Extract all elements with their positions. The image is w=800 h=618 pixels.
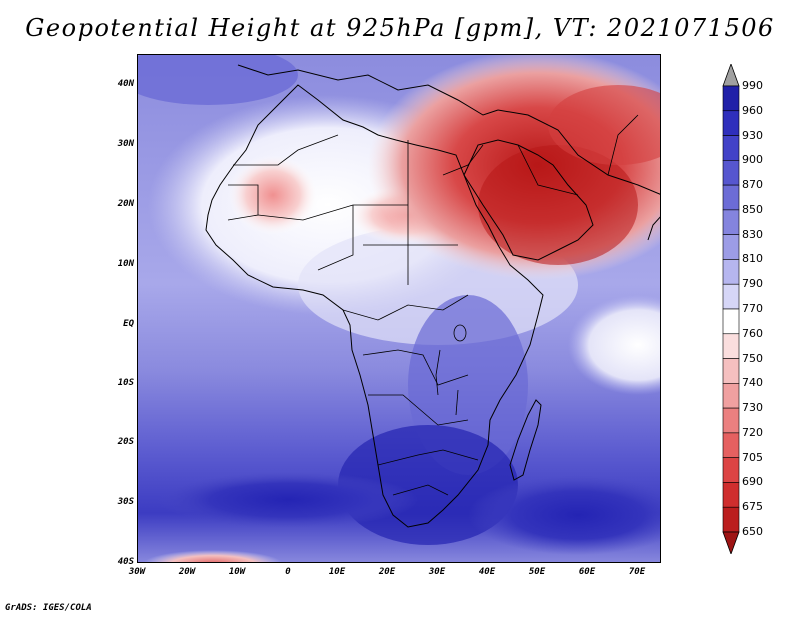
colorbar-box	[722, 283, 740, 310]
colorbar-box	[722, 110, 740, 136]
colorbar-box	[722, 358, 740, 384]
border-segment	[442, 144, 484, 176]
colorbar-box	[722, 184, 740, 211]
colorbar-box	[722, 135, 740, 161]
field-s-indian-high	[468, 475, 660, 555]
lat-label-10n: 10N	[117, 259, 134, 269]
border-segment	[362, 349, 469, 386]
grads-credit: GrADS: IGES/COLA	[5, 603, 92, 613]
lon-label-20w: 20W	[178, 567, 196, 577]
lakes	[435, 324, 467, 416]
colorbar-box	[722, 308, 740, 335]
lat-label-30n: 30N	[117, 139, 134, 149]
field-arabia-core	[478, 145, 638, 265]
field-arabian-sea-light	[568, 295, 660, 395]
colorbar-level-label: 760	[742, 326, 763, 340]
field-blob-nw	[138, 55, 298, 105]
colorbar-level-label: 850	[742, 202, 763, 216]
lat-label-10s: 10S	[117, 378, 134, 388]
colorbar-level-label: 690	[742, 475, 763, 489]
lon-label-30w: 30W	[128, 567, 146, 577]
border-segment	[363, 244, 409, 285]
lon-label-20e: 20E	[378, 567, 396, 577]
colorbar-box	[722, 259, 740, 285]
colorbar-level-label: 930	[742, 128, 763, 142]
border-segment	[607, 114, 639, 176]
colorbar-box	[722, 482, 740, 508]
colorbar-box	[722, 160, 740, 186]
arabia-coastline	[463, 139, 594, 261]
colorbar-box	[722, 383, 740, 409]
colorbar-level-label: 960	[742, 103, 763, 117]
lon-label-10e: 10E	[328, 567, 346, 577]
field-s-atlantic-high	[158, 472, 418, 528]
geopotential-map	[138, 55, 660, 562]
border-segment	[233, 134, 339, 166]
lake-tanganyika	[435, 349, 441, 396]
lake-malawi	[455, 389, 459, 416]
field-sahara-warm	[228, 155, 318, 235]
map-title: Geopotential Height at 925hPa [gpm], VT:…	[25, 14, 775, 42]
border-segment	[342, 294, 469, 321]
map-frame	[137, 54, 661, 563]
lon-label-0: 0	[285, 567, 291, 577]
lat-label-20n: 20N	[117, 199, 134, 209]
colorbar-box	[722, 407, 740, 434]
colorbar-arrow-top	[722, 64, 740, 87]
colorbar-level-label: 740	[742, 376, 763, 390]
africa-coastline	[205, 84, 544, 528]
colorbar-box	[722, 432, 740, 458]
lat-label-30s: 30S	[117, 497, 134, 507]
colorbar-level-label: 870	[742, 178, 763, 192]
lake-victoria	[453, 324, 467, 342]
colorbar-box	[722, 333, 740, 359]
colorbar-level-label: 810	[742, 252, 763, 266]
field-southern-low	[143, 550, 283, 562]
colorbar-level-label: 675	[742, 500, 763, 514]
lat-label-eq: EQ	[123, 319, 134, 329]
colorbar-box	[722, 234, 740, 260]
colorbar-level-label: 650	[742, 525, 763, 538]
colorbar-box	[722, 506, 740, 533]
colorbar-level-label: 730	[742, 401, 763, 415]
lon-label-10w: 10W	[228, 567, 246, 577]
lat-label-20s: 20S	[117, 437, 134, 447]
colorbar-arrow-bottom	[722, 531, 740, 554]
madagascar-coastline	[509, 399, 542, 481]
colorbar-level-label: 830	[742, 227, 763, 241]
border-segment	[227, 184, 259, 221]
colorbar-level-label: 705	[742, 450, 763, 464]
colorbar-level-label: 900	[742, 153, 763, 167]
lat-label-40s: 40S	[117, 557, 134, 567]
lat-label-40n: 40N	[117, 79, 134, 89]
lon-label-60e: 60E	[578, 567, 596, 577]
coastlines	[205, 64, 660, 528]
border-segment	[368, 394, 469, 426]
europe-coastline	[237, 64, 499, 116]
lon-label-70e: 70E	[628, 567, 646, 577]
lon-label-50e: 50E	[528, 567, 546, 577]
colorbar-box	[722, 85, 740, 112]
colorbar-level-label: 790	[742, 277, 763, 291]
colorbar	[722, 64, 740, 554]
colorbar-level-label: 990	[742, 79, 763, 92]
india-coastline	[647, 216, 660, 241]
border-segment	[392, 484, 449, 496]
lon-label-40e: 40E	[478, 567, 496, 577]
colorbar-box	[722, 457, 740, 483]
iran-coastline	[497, 109, 660, 195]
colorbar-level-label: 750	[742, 351, 763, 365]
border-segment	[377, 449, 479, 466]
field-iran-core	[548, 85, 660, 165]
colorbar-box	[722, 209, 740, 235]
border-segment	[257, 204, 408, 221]
colorbar-level-label: 720	[742, 425, 763, 439]
lon-label-30e: 30E	[428, 567, 446, 577]
border-segment	[517, 144, 579, 196]
colorbar-level-label: 770	[742, 302, 763, 315]
border-segment	[317, 205, 354, 271]
country-borders	[227, 114, 639, 496]
